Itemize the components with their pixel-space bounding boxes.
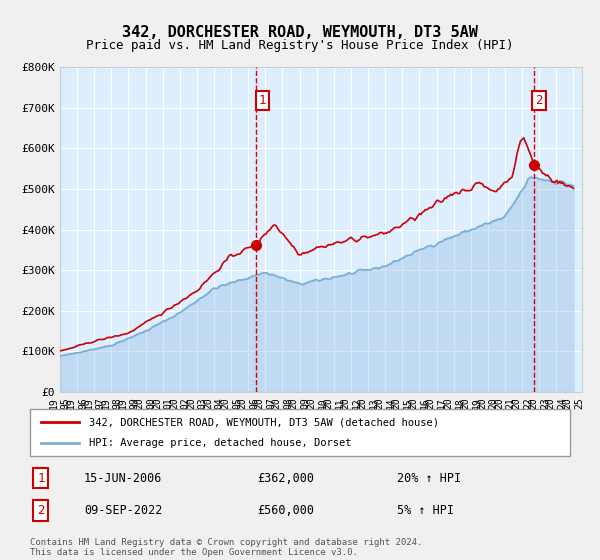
Text: 15-JUN-2006: 15-JUN-2006 [84,472,163,484]
Text: 2: 2 [536,94,543,107]
Text: 1: 1 [259,94,266,107]
Text: HPI: Average price, detached house, Dorset: HPI: Average price, detached house, Dors… [89,438,352,448]
Text: £362,000: £362,000 [257,472,314,484]
Text: 2: 2 [37,504,44,517]
Text: Price paid vs. HM Land Registry's House Price Index (HPI): Price paid vs. HM Land Registry's House … [86,39,514,52]
Text: 342, DORCHESTER ROAD, WEYMOUTH, DT3 5AW: 342, DORCHESTER ROAD, WEYMOUTH, DT3 5AW [122,25,478,40]
Text: Contains HM Land Registry data © Crown copyright and database right 2024.
This d: Contains HM Land Registry data © Crown c… [30,538,422,557]
Text: 1: 1 [37,472,44,484]
Text: £560,000: £560,000 [257,504,314,517]
Text: 09-SEP-2022: 09-SEP-2022 [84,504,163,517]
Text: 342, DORCHESTER ROAD, WEYMOUTH, DT3 5AW (detached house): 342, DORCHESTER ROAD, WEYMOUTH, DT3 5AW … [89,417,439,427]
FancyBboxPatch shape [30,409,570,456]
Text: 5% ↑ HPI: 5% ↑ HPI [397,504,454,517]
Text: 20% ↑ HPI: 20% ↑ HPI [397,472,461,484]
